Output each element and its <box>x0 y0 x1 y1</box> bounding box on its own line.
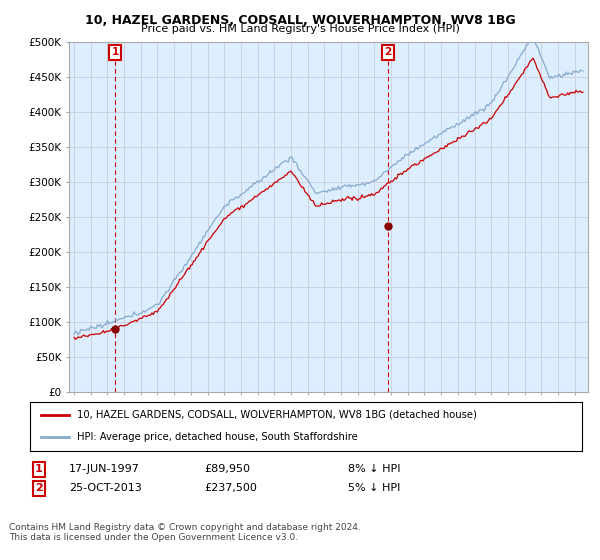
Text: This data is licensed under the Open Government Licence v3.0.: This data is licensed under the Open Gov… <box>9 533 298 542</box>
Text: 17-JUN-1997: 17-JUN-1997 <box>69 464 140 474</box>
Text: £237,500: £237,500 <box>204 483 257 493</box>
Text: 2: 2 <box>35 483 43 493</box>
Text: 8% ↓ HPI: 8% ↓ HPI <box>348 464 401 474</box>
Text: 25-OCT-2013: 25-OCT-2013 <box>69 483 142 493</box>
Text: Contains HM Land Registry data © Crown copyright and database right 2024.: Contains HM Land Registry data © Crown c… <box>9 523 361 532</box>
Text: 2: 2 <box>384 47 392 57</box>
Text: 10, HAZEL GARDENS, CODSALL, WOLVERHAMPTON, WV8 1BG: 10, HAZEL GARDENS, CODSALL, WOLVERHAMPTO… <box>85 14 515 27</box>
Text: 1: 1 <box>35 464 43 474</box>
Text: Price paid vs. HM Land Registry's House Price Index (HPI): Price paid vs. HM Land Registry's House … <box>140 24 460 34</box>
Text: 10, HAZEL GARDENS, CODSALL, WOLVERHAMPTON, WV8 1BG (detached house): 10, HAZEL GARDENS, CODSALL, WOLVERHAMPTO… <box>77 410 477 420</box>
Text: £89,950: £89,950 <box>204 464 250 474</box>
Text: 5% ↓ HPI: 5% ↓ HPI <box>348 483 400 493</box>
Text: 1: 1 <box>112 47 119 57</box>
Text: HPI: Average price, detached house, South Staffordshire: HPI: Average price, detached house, Sout… <box>77 432 358 442</box>
